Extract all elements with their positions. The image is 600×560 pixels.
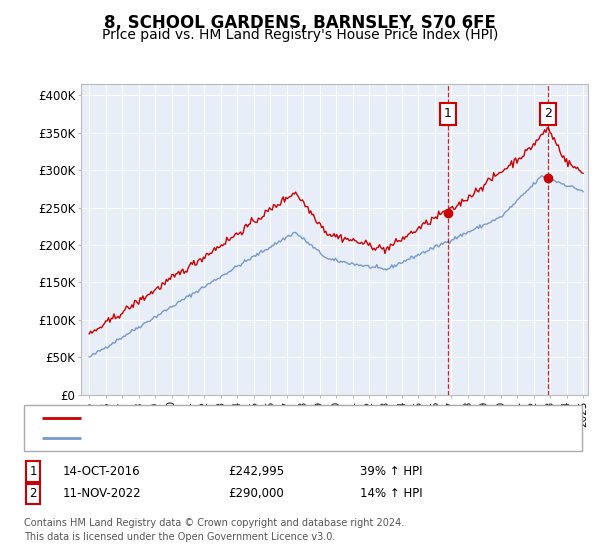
Text: Contains HM Land Registry data © Crown copyright and database right 2024.
This d: Contains HM Land Registry data © Crown c… [24,518,404,542]
Text: HPI: Average price, detached house, Barnsley: HPI: Average price, detached house, Barn… [87,433,342,443]
Text: 8, SCHOOL GARDENS, BARNSLEY, S70 6FE: 8, SCHOOL GARDENS, BARNSLEY, S70 6FE [104,14,496,32]
Text: 2: 2 [29,487,37,501]
Text: 1: 1 [444,108,452,120]
Text: £242,995: £242,995 [228,465,284,478]
Text: 39% ↑ HPI: 39% ↑ HPI [360,465,422,478]
Text: 14-OCT-2016: 14-OCT-2016 [63,465,140,478]
Text: 1: 1 [29,465,37,478]
Text: Price paid vs. HM Land Registry's House Price Index (HPI): Price paid vs. HM Land Registry's House … [102,28,498,42]
Text: £290,000: £290,000 [228,487,284,501]
Text: 8, SCHOOL GARDENS, BARNSLEY, S70 6FE (detached house): 8, SCHOOL GARDENS, BARNSLEY, S70 6FE (de… [87,413,426,423]
Text: 11-NOV-2022: 11-NOV-2022 [63,487,142,501]
Text: 14% ↑ HPI: 14% ↑ HPI [360,487,422,501]
Text: 2: 2 [544,108,552,120]
